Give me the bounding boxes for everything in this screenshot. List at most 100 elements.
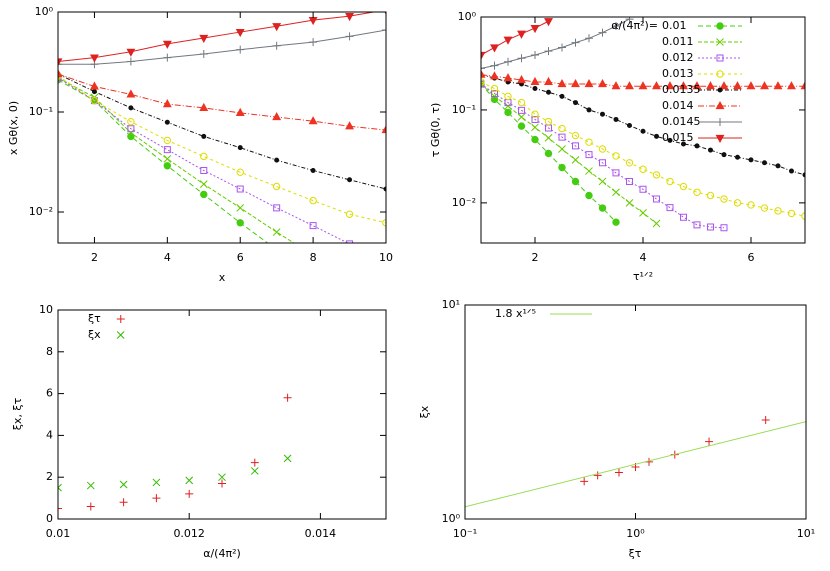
frame	[464, 304, 807, 520]
marker	[308, 116, 318, 125]
y-tick-label: 10⁰	[458, 10, 477, 23]
marker	[611, 81, 621, 90]
marker	[544, 149, 553, 158]
marker	[572, 142, 579, 150]
marker	[272, 182, 281, 191]
marker	[640, 128, 646, 134]
marker	[612, 169, 620, 177]
series-line	[58, 29, 386, 65]
marker	[237, 145, 243, 151]
marker	[347, 177, 353, 183]
marker	[558, 133, 566, 141]
marker	[761, 160, 768, 166]
marker	[201, 133, 207, 139]
marker	[127, 118, 135, 126]
marker	[545, 89, 552, 95]
marker	[481, 80, 485, 88]
marker	[585, 138, 593, 146]
marker	[707, 223, 714, 231]
marker	[715, 134, 725, 144]
marker	[58, 504, 62, 513]
marker	[680, 213, 687, 221]
marker	[490, 71, 499, 80]
x-tick-label: 2	[91, 251, 98, 264]
legend-label: 0.011	[662, 35, 694, 48]
marker	[90, 96, 99, 105]
marker	[119, 480, 128, 489]
marker	[504, 108, 512, 117]
marker	[127, 128, 135, 137]
marker	[127, 125, 135, 133]
marker	[716, 22, 724, 30]
marker	[382, 26, 386, 35]
marker	[748, 157, 754, 163]
series-line	[58, 73, 386, 131]
legend-label: 1.8 x¹ᐟ⁵	[495, 307, 536, 320]
marker	[490, 95, 499, 103]
marker	[716, 38, 724, 46]
marker	[86, 502, 95, 511]
marker	[236, 204, 245, 212]
marker	[733, 81, 742, 90]
marker	[558, 124, 566, 133]
marker	[199, 102, 209, 111]
marker	[720, 224, 728, 232]
legend-label: 0.0145	[662, 115, 701, 128]
marker	[218, 473, 226, 482]
marker	[532, 86, 538, 92]
marker	[593, 471, 602, 480]
marker	[531, 51, 539, 60]
marker	[558, 43, 566, 52]
marker	[585, 151, 593, 159]
marker	[666, 177, 674, 186]
marker	[283, 393, 292, 402]
marker	[761, 416, 770, 425]
marker	[746, 81, 756, 90]
marker	[481, 80, 485, 88]
series-line	[58, 73, 386, 190]
marker	[116, 315, 125, 323]
marker	[667, 137, 673, 143]
marker	[693, 188, 701, 196]
marker	[801, 212, 805, 220]
marker	[734, 154, 741, 160]
marker	[274, 157, 280, 163]
marker	[517, 122, 526, 130]
marker	[787, 209, 796, 218]
marker	[163, 155, 172, 163]
marker	[760, 81, 769, 90]
x-tick-label: 10⁻¹	[453, 527, 477, 540]
marker	[760, 204, 769, 212]
marker	[612, 152, 620, 160]
marker	[639, 185, 647, 193]
legend-title: α/(4π²)=	[611, 19, 658, 32]
x-tick-label: 0.01	[46, 527, 71, 540]
marker	[517, 98, 526, 107]
marker	[481, 78, 485, 86]
marker	[571, 78, 580, 88]
marker	[128, 105, 134, 111]
marker	[90, 81, 99, 90]
marker	[747, 201, 755, 209]
marker	[152, 494, 161, 503]
marker	[679, 182, 688, 191]
marker	[733, 199, 742, 207]
marker	[309, 197, 317, 205]
marker	[530, 24, 540, 34]
marker	[614, 468, 623, 477]
marker	[126, 89, 136, 98]
marker	[692, 81, 702, 90]
marker	[382, 219, 386, 227]
x-tick-label: 10⁰	[626, 527, 645, 540]
y-tick-label: 10⁰	[35, 5, 54, 18]
marker	[544, 18, 553, 27]
marker	[625, 159, 634, 167]
marker	[517, 30, 526, 39]
marker	[544, 47, 553, 56]
marker	[530, 76, 540, 86]
marker	[598, 28, 607, 37]
marker	[58, 60, 62, 69]
marker	[720, 195, 728, 203]
x-axis-label: x	[219, 271, 226, 284]
series-line	[58, 12, 377, 62]
